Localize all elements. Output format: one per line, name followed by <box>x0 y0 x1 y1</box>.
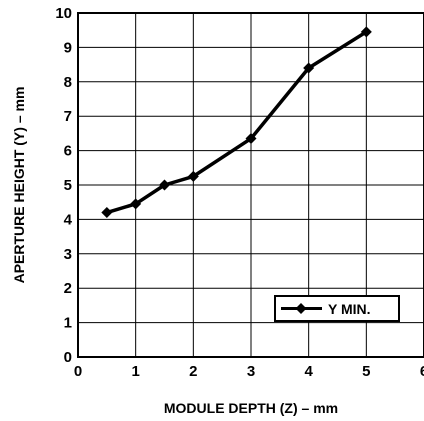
x-tick-label: 3 <box>247 363 255 380</box>
plot-frame <box>77 12 424 358</box>
x-tick-label: 2 <box>189 363 197 380</box>
legend-label: Y MIN. <box>328 301 371 317</box>
x-tick-label: 5 <box>362 363 370 380</box>
x-tick-label: 4 <box>304 363 313 380</box>
y-tick-label: 5 <box>64 177 72 194</box>
data-point <box>245 133 257 145</box>
x-tick-label: 0 <box>74 363 82 380</box>
y-tick-label: 0 <box>64 349 72 366</box>
y-tick-label: 9 <box>64 39 72 56</box>
data-point <box>159 179 170 191</box>
data-point <box>187 170 199 182</box>
y-tick-label: 3 <box>64 246 72 263</box>
y-tick-labels: 0 1 2 3 4 5 6 7 8 9 10 <box>55 5 72 366</box>
y-tick-label: 4 <box>64 211 73 228</box>
data-point <box>101 207 113 219</box>
y-tick-label: 6 <box>64 143 72 160</box>
x-axis-title: MODULE DEPTH (Z) – mm <box>164 400 338 416</box>
x-tick-label: 6 <box>420 363 424 380</box>
data-point <box>303 62 315 74</box>
y-tick-label: 10 <box>55 5 72 22</box>
y-tick-label: 8 <box>64 74 72 91</box>
legend: Y MIN. <box>274 295 400 322</box>
y-axis-title: APERTURE HEIGHT (Y) – mm <box>11 87 27 284</box>
x-tick-labels: 0 1 2 3 4 5 6 <box>74 363 424 380</box>
x-tick-label: 1 <box>131 363 139 380</box>
y-tick-label: 1 <box>64 315 72 332</box>
legend-diamond-marker <box>295 303 307 314</box>
y-tick-label: 2 <box>64 280 72 297</box>
series-layer <box>101 26 372 219</box>
y-tick-label: 7 <box>64 108 72 125</box>
data-point <box>360 26 372 38</box>
data-point <box>130 198 142 210</box>
